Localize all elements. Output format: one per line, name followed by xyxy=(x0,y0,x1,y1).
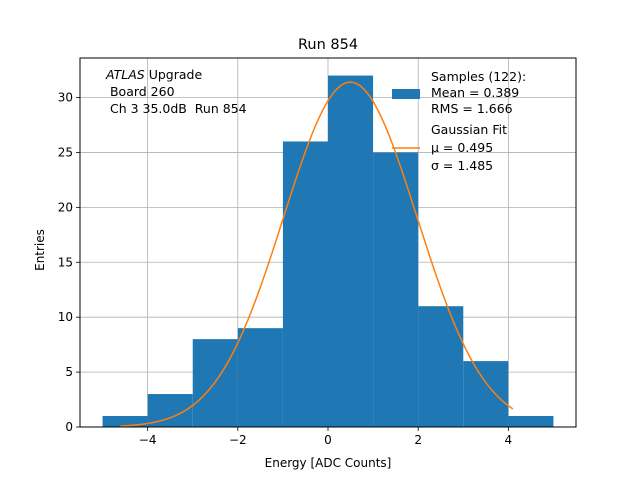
histogram-bar xyxy=(282,141,328,427)
legend-fit-line3: σ = 1.485 xyxy=(431,158,493,173)
y-axis-label: Entries xyxy=(33,229,47,271)
gaussian-fit-curve xyxy=(120,81,514,427)
chart-title: Run 854 xyxy=(298,37,358,53)
legend-samples-line3: RMS = 1.666 xyxy=(431,101,513,116)
axis-ticks: −4 −2 0 2 4 0 5 10 15 20 25 30 xyxy=(58,91,512,447)
histogram-bar xyxy=(508,416,554,427)
y-tick-label: 20 xyxy=(58,200,73,214)
y-tick-label: 0 xyxy=(65,420,73,434)
histogram-bar xyxy=(373,152,419,428)
y-tick-label: 15 xyxy=(58,255,73,269)
legend-samples-line2: Mean = 0.389 xyxy=(431,85,519,100)
annotation-rest: Upgrade xyxy=(145,67,203,82)
x-tick-label: 2 xyxy=(414,433,422,447)
legend-samples-swatch xyxy=(392,89,420,99)
histogram-bar xyxy=(463,361,509,427)
svg-text:ATLAS Upgrade: ATLAS Upgrade xyxy=(105,67,202,82)
annotation-line3: Ch 3 35.0dB Run 854 xyxy=(106,101,247,116)
y-tick-label: 25 xyxy=(58,145,73,159)
histogram-bar xyxy=(328,75,374,428)
histogram-bar xyxy=(237,328,283,427)
annotation-italic: ATLAS xyxy=(105,67,145,82)
legend-fit-line1: Gaussian Fit xyxy=(431,122,507,137)
atlas-annotation: ATLAS Upgrade Board 260 Ch 3 35.0dB Run … xyxy=(105,67,247,116)
legend-samples-line1: Samples (122): xyxy=(431,69,526,84)
legend: Samples (122): Mean = 0.389 RMS = 1.666 … xyxy=(392,69,526,173)
x-tick-label: −2 xyxy=(229,433,247,447)
histogram-bar xyxy=(102,416,148,427)
histogram-bar xyxy=(418,306,464,427)
x-axis-label: Energy [ADC Counts] xyxy=(265,456,392,470)
x-tick-label: 4 xyxy=(505,433,513,447)
legend-fit-line2: μ = 0.495 xyxy=(431,140,493,155)
x-tick-label: 0 xyxy=(324,433,332,447)
x-tick-label: −4 xyxy=(139,433,157,447)
annotation-line2: Board 260 xyxy=(106,84,175,99)
y-tick-label: 5 xyxy=(65,365,73,379)
gaussian-fit-layer xyxy=(120,81,514,427)
y-tick-label: 10 xyxy=(58,310,73,324)
histogram-bars xyxy=(102,75,554,428)
y-tick-label: 30 xyxy=(58,91,73,105)
